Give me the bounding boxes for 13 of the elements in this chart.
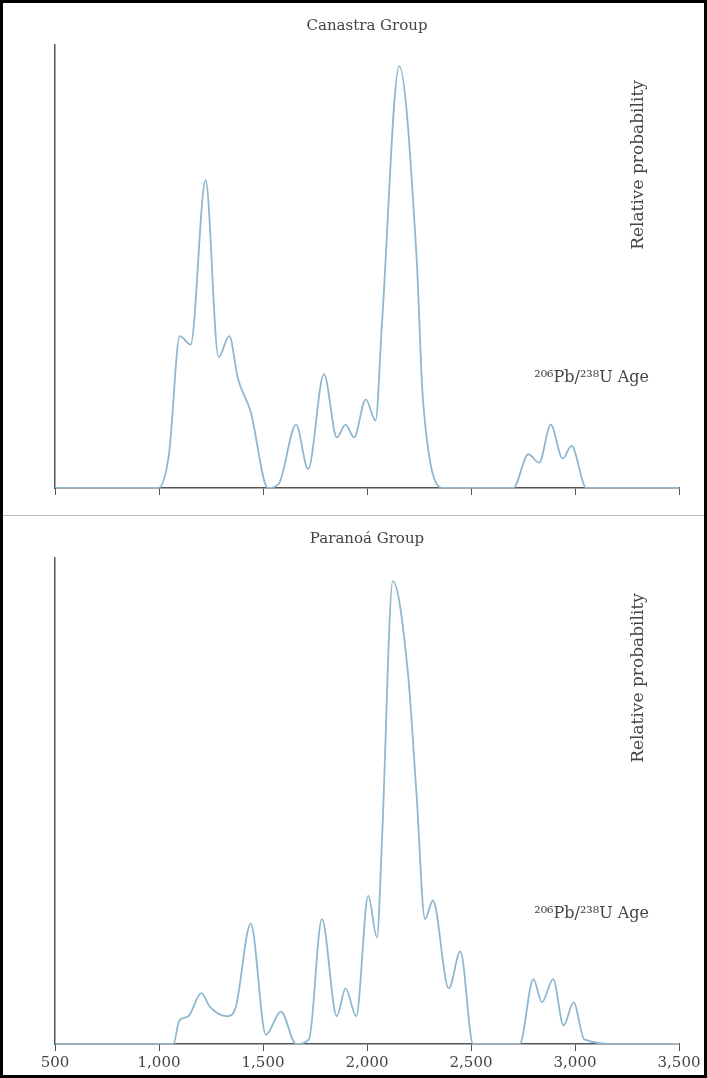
chart-title: Paranoá Group xyxy=(309,528,425,547)
x-tick-label: 2,000 xyxy=(345,1052,389,1071)
x-tick-label: 1,500 xyxy=(241,1052,285,1071)
annotation: ²⁰⁶Pb/²³⁸U Age xyxy=(534,903,649,923)
x-tick-label: 500 xyxy=(40,1052,70,1071)
x-tick-label: 2,500 xyxy=(449,1052,493,1071)
x-tick-label: 3,500 xyxy=(657,1052,701,1071)
y-axis-title: Relative probability xyxy=(627,79,648,250)
y-axis-title: Relative probability xyxy=(627,592,648,763)
x-tick-label: 1,000 xyxy=(137,1052,181,1071)
chart-title: Canastra Group xyxy=(306,15,428,34)
annotation: ²⁰⁶Pb/²³⁸U Age xyxy=(534,367,649,387)
x-tick-label: 3,000 xyxy=(553,1052,597,1071)
